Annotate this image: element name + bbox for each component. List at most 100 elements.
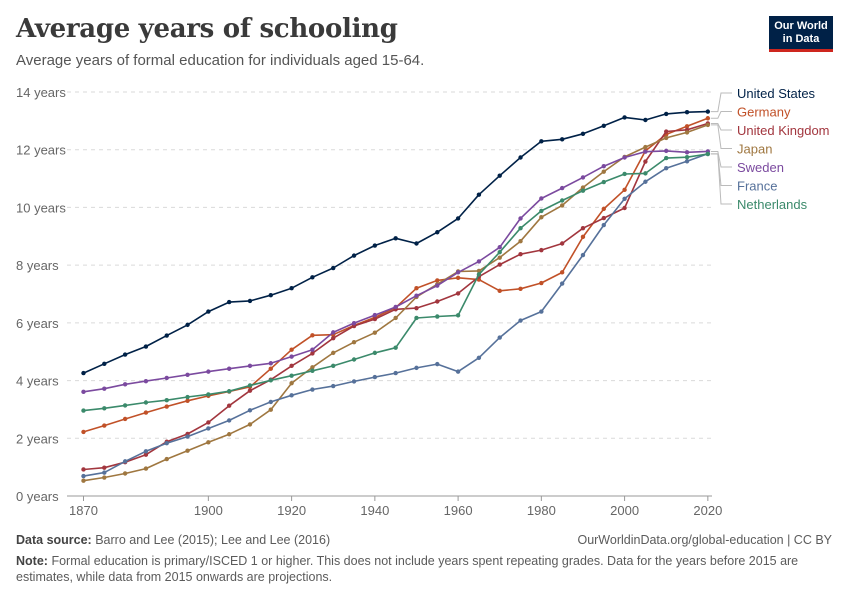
data-point-united-states: [601, 123, 606, 128]
data-point-france: [455, 369, 461, 374]
data-point-united-kingdom: [226, 403, 232, 408]
data-point-france: [310, 387, 315, 392]
data-point-japan: [539, 215, 544, 220]
data-point-united-kingdom: [310, 351, 315, 356]
data-point-united-states: [122, 352, 128, 357]
data-point-sweden: [164, 375, 169, 381]
data-point-united-states: [559, 137, 565, 142]
data-point-united-states: [372, 243, 378, 248]
data-point-united-states: [331, 265, 336, 271]
data-point-sweden: [372, 312, 378, 318]
data-point-germany: [185, 398, 190, 403]
data-point-germany: [559, 270, 565, 275]
data-point-sweden: [601, 163, 606, 169]
data-point-france: [435, 361, 440, 367]
data-point-sweden: [684, 150, 690, 155]
source-text[interactable]: Barro and Lee (2015); Lee and Lee (2016): [95, 533, 331, 547]
data-point-france: [164, 440, 169, 446]
legend-connector-germany: [710, 111, 732, 119]
data-point-france: [226, 418, 232, 423]
data-point-sweden: [497, 245, 502, 250]
legend-label-sweden: Sweden: [737, 160, 784, 175]
series-line-sweden: [83, 150, 708, 393]
data-point-netherlands: [684, 155, 690, 160]
data-point-sweden: [289, 354, 294, 359]
data-point-netherlands: [143, 400, 149, 405]
data-point-united-states: [310, 275, 315, 280]
data-point-germany: [414, 286, 419, 291]
data-point-germany: [143, 410, 149, 415]
data-point-france: [518, 318, 523, 323]
data-point-germany: [268, 366, 273, 371]
legend-labels: United States Germany United Kingdom Japan S…: [710, 86, 830, 212]
data-point-united-kingdom: [580, 226, 586, 231]
data-point-sweden: [643, 149, 648, 154]
data-point-united-states: [684, 110, 690, 115]
data-point-japan: [164, 456, 169, 462]
data-point-united-states: [435, 230, 440, 235]
data-point-japan: [310, 365, 315, 370]
data-point-france: [102, 470, 107, 475]
data-point-united-kingdom: [102, 465, 107, 470]
data-point-sweden: [331, 330, 336, 335]
data-point-united-states: [206, 309, 211, 314]
data-point-united-states: [351, 253, 357, 258]
data-point-sweden: [518, 216, 523, 221]
data-point-netherlands: [643, 171, 648, 176]
data-point-united-states: [518, 155, 523, 160]
data-point-united-kingdom: [289, 363, 294, 369]
x-tick-label: 2000: [610, 503, 639, 518]
y-tick-label: 2 years: [16, 431, 59, 446]
data-point-germany: [622, 187, 627, 193]
data-point-sweden: [268, 361, 273, 366]
data-point-united-kingdom: [206, 420, 211, 425]
legend-connector-japan: [710, 124, 732, 149]
legend-connector-france: [710, 153, 732, 186]
data-point-germany: [435, 278, 440, 283]
y-tick-label: 10 years: [16, 200, 66, 215]
data-point-sweden: [559, 185, 565, 191]
data-point-germany: [705, 116, 711, 121]
grid-lines: [67, 91, 712, 497]
data-point-netherlands: [351, 357, 357, 362]
data-point-germany: [310, 333, 315, 338]
legend-connector-netherlands: [710, 153, 732, 205]
data-point-sweden: [81, 389, 86, 395]
note-text: Formal education is primary/ISCED 1 or h…: [16, 554, 799, 584]
data-point-united-kingdom: [497, 262, 502, 267]
data-point-france: [289, 393, 294, 398]
data-point-netherlands: [310, 368, 315, 373]
data-point-sweden: [226, 366, 232, 371]
data-point-japan: [331, 350, 336, 356]
data-point-france: [372, 374, 378, 380]
data-point-germany: [122, 416, 128, 422]
data-point-france: [247, 408, 253, 413]
chart-subtitle: Average years of formal education for in…: [16, 52, 425, 69]
legend-label-france: France: [737, 179, 777, 194]
data-point-united-states: [497, 173, 502, 178]
data-point-netherlands: [455, 313, 461, 318]
data-point-sweden: [247, 363, 253, 369]
logo-line-1: Our World: [774, 20, 828, 32]
data-point-sweden: [435, 283, 440, 288]
data-point-sweden: [622, 155, 627, 160]
data-point-united-states: [539, 139, 544, 144]
data-point-germany: [81, 429, 86, 435]
data-point-united-kingdom: [435, 299, 440, 304]
data-point-france: [351, 379, 357, 384]
data-point-netherlands: [372, 350, 378, 356]
data-point-japan: [206, 440, 211, 445]
series-line-germany: [83, 117, 709, 433]
legend-label-united-states: United States: [737, 86, 816, 101]
data-point-united-states: [81, 370, 86, 376]
data-point-germany: [518, 286, 523, 292]
data-point-france: [622, 196, 627, 201]
credit-link[interactable]: OurWorldinData.org/global-education | CC…: [577, 533, 832, 547]
data-point-united-kingdom: [372, 316, 378, 322]
owid-logo[interactable]: Our World in Data: [769, 16, 833, 52]
data-point-united-states: [580, 131, 586, 137]
data-point-japan: [143, 466, 149, 471]
data-point-united-kingdom: [81, 467, 86, 472]
data-point-united-states: [247, 298, 253, 304]
